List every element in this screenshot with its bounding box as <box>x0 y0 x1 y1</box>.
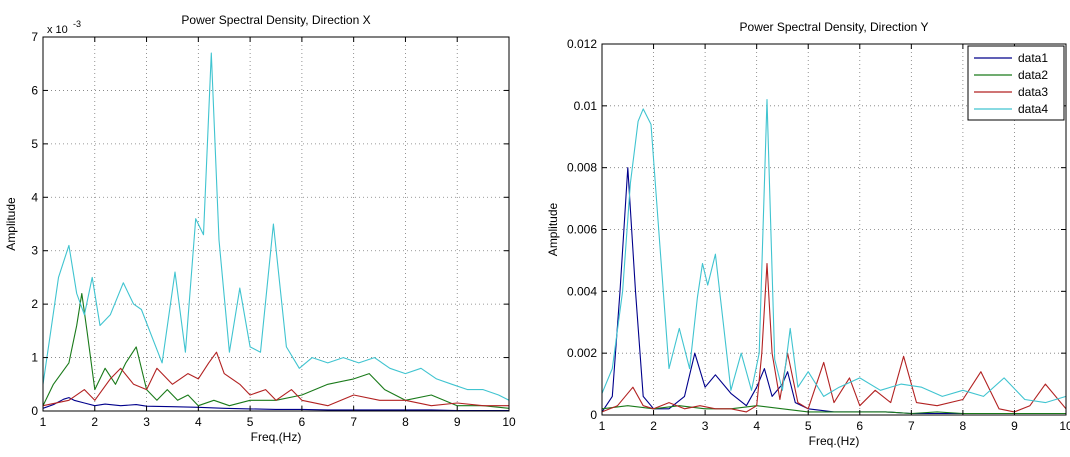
legend-label-data1: data1 <box>1018 51 1048 65</box>
y-tick-label: 0 <box>31 404 38 418</box>
y-tick-label: 0.004 <box>567 284 597 298</box>
x-tick-label: 6 <box>856 419 863 433</box>
x-tick-label: 4 <box>195 415 202 429</box>
y-exponent-base: x 10 <box>47 24 68 36</box>
x-tick-label: 8 <box>960 419 967 433</box>
series-line-data1 <box>601 167 1066 415</box>
series-line-series-4 <box>42 52 510 401</box>
x-axis-label: Freq.(Hz) <box>251 430 302 444</box>
y-tick-label: 5 <box>31 137 38 151</box>
grid <box>43 37 509 411</box>
x-tick-label: 3 <box>143 415 150 429</box>
y-tick-label: 6 <box>31 83 38 97</box>
series-line-series-3 <box>42 351 509 407</box>
x-tick-label: 7 <box>908 419 915 433</box>
plot-area <box>43 37 509 411</box>
y-tick-label: 0.008 <box>567 161 597 175</box>
y-tick-label: 4 <box>31 190 38 204</box>
x-tick-label: 8 <box>402 415 409 429</box>
x-tick-label: 9 <box>454 415 461 429</box>
series-group <box>601 99 1067 415</box>
y-tick-label: 2 <box>31 297 38 311</box>
series-line-data4 <box>601 99 1067 404</box>
chart-title: Power Spectral Density, Direction Y <box>740 20 929 34</box>
x-tick-label: 5 <box>247 415 254 429</box>
chart-2: 1 2 3 4 5 6 7 8 9 10 0 0.002 0.004 0.006 0.008 0.01 0.01… <box>546 20 1070 448</box>
y-tick-label: 0.012 <box>567 37 597 51</box>
ticks: 1 2 3 4 5 6 7 8 9 10 0 0.002 0.004 0.006 0.008 0.01 0.01… <box>567 37 1070 433</box>
y-axis-label: Amplitude <box>4 197 18 251</box>
x-tick-label: 1 <box>599 419 606 433</box>
series-line-data3 <box>601 262 1067 413</box>
legend: data1 data2 data3 data4 <box>967 45 1065 121</box>
y-tick-label: 0.01 <box>574 99 598 113</box>
x-tick-label: 6 <box>299 415 306 429</box>
grid <box>602 44 1066 415</box>
x-tick-label: 1 <box>40 415 47 429</box>
x-tick-label: 2 <box>650 419 657 433</box>
x-axis-label: Freq.(Hz) <box>809 434 860 448</box>
x-tick-label: 2 <box>91 415 98 429</box>
y-tick-label: 0 <box>590 408 597 422</box>
x-tick-label: 9 <box>1011 419 1018 433</box>
legend-label-data2: data2 <box>1018 68 1048 82</box>
x-tick-label: 10 <box>1059 419 1070 433</box>
y-axis-label: Amplitude <box>546 203 560 257</box>
series-line-data2 <box>601 405 1066 415</box>
axes-box <box>42 36 510 412</box>
legend-label-data4: data4 <box>1018 102 1048 116</box>
chart-title: Power Spectral Density, Direction X <box>181 13 370 27</box>
series-line-series-2 <box>42 292 510 409</box>
x-tick-label: 5 <box>805 419 812 433</box>
x-tick-label: 3 <box>702 419 709 433</box>
y-tick-label: 0.006 <box>567 223 597 237</box>
x-tick-label: 10 <box>502 415 516 429</box>
y-tick-label: 0.002 <box>567 346 597 360</box>
x-tick-label: 4 <box>753 419 760 433</box>
y-tick-label: 7 <box>31 30 38 44</box>
y-tick-label: 3 <box>31 244 38 258</box>
x-tick-label: 7 <box>350 415 357 429</box>
y-exponent-power: -3 <box>73 19 81 29</box>
y-tick-label: 1 <box>31 351 38 365</box>
legend-label-data3: data3 <box>1018 85 1048 99</box>
